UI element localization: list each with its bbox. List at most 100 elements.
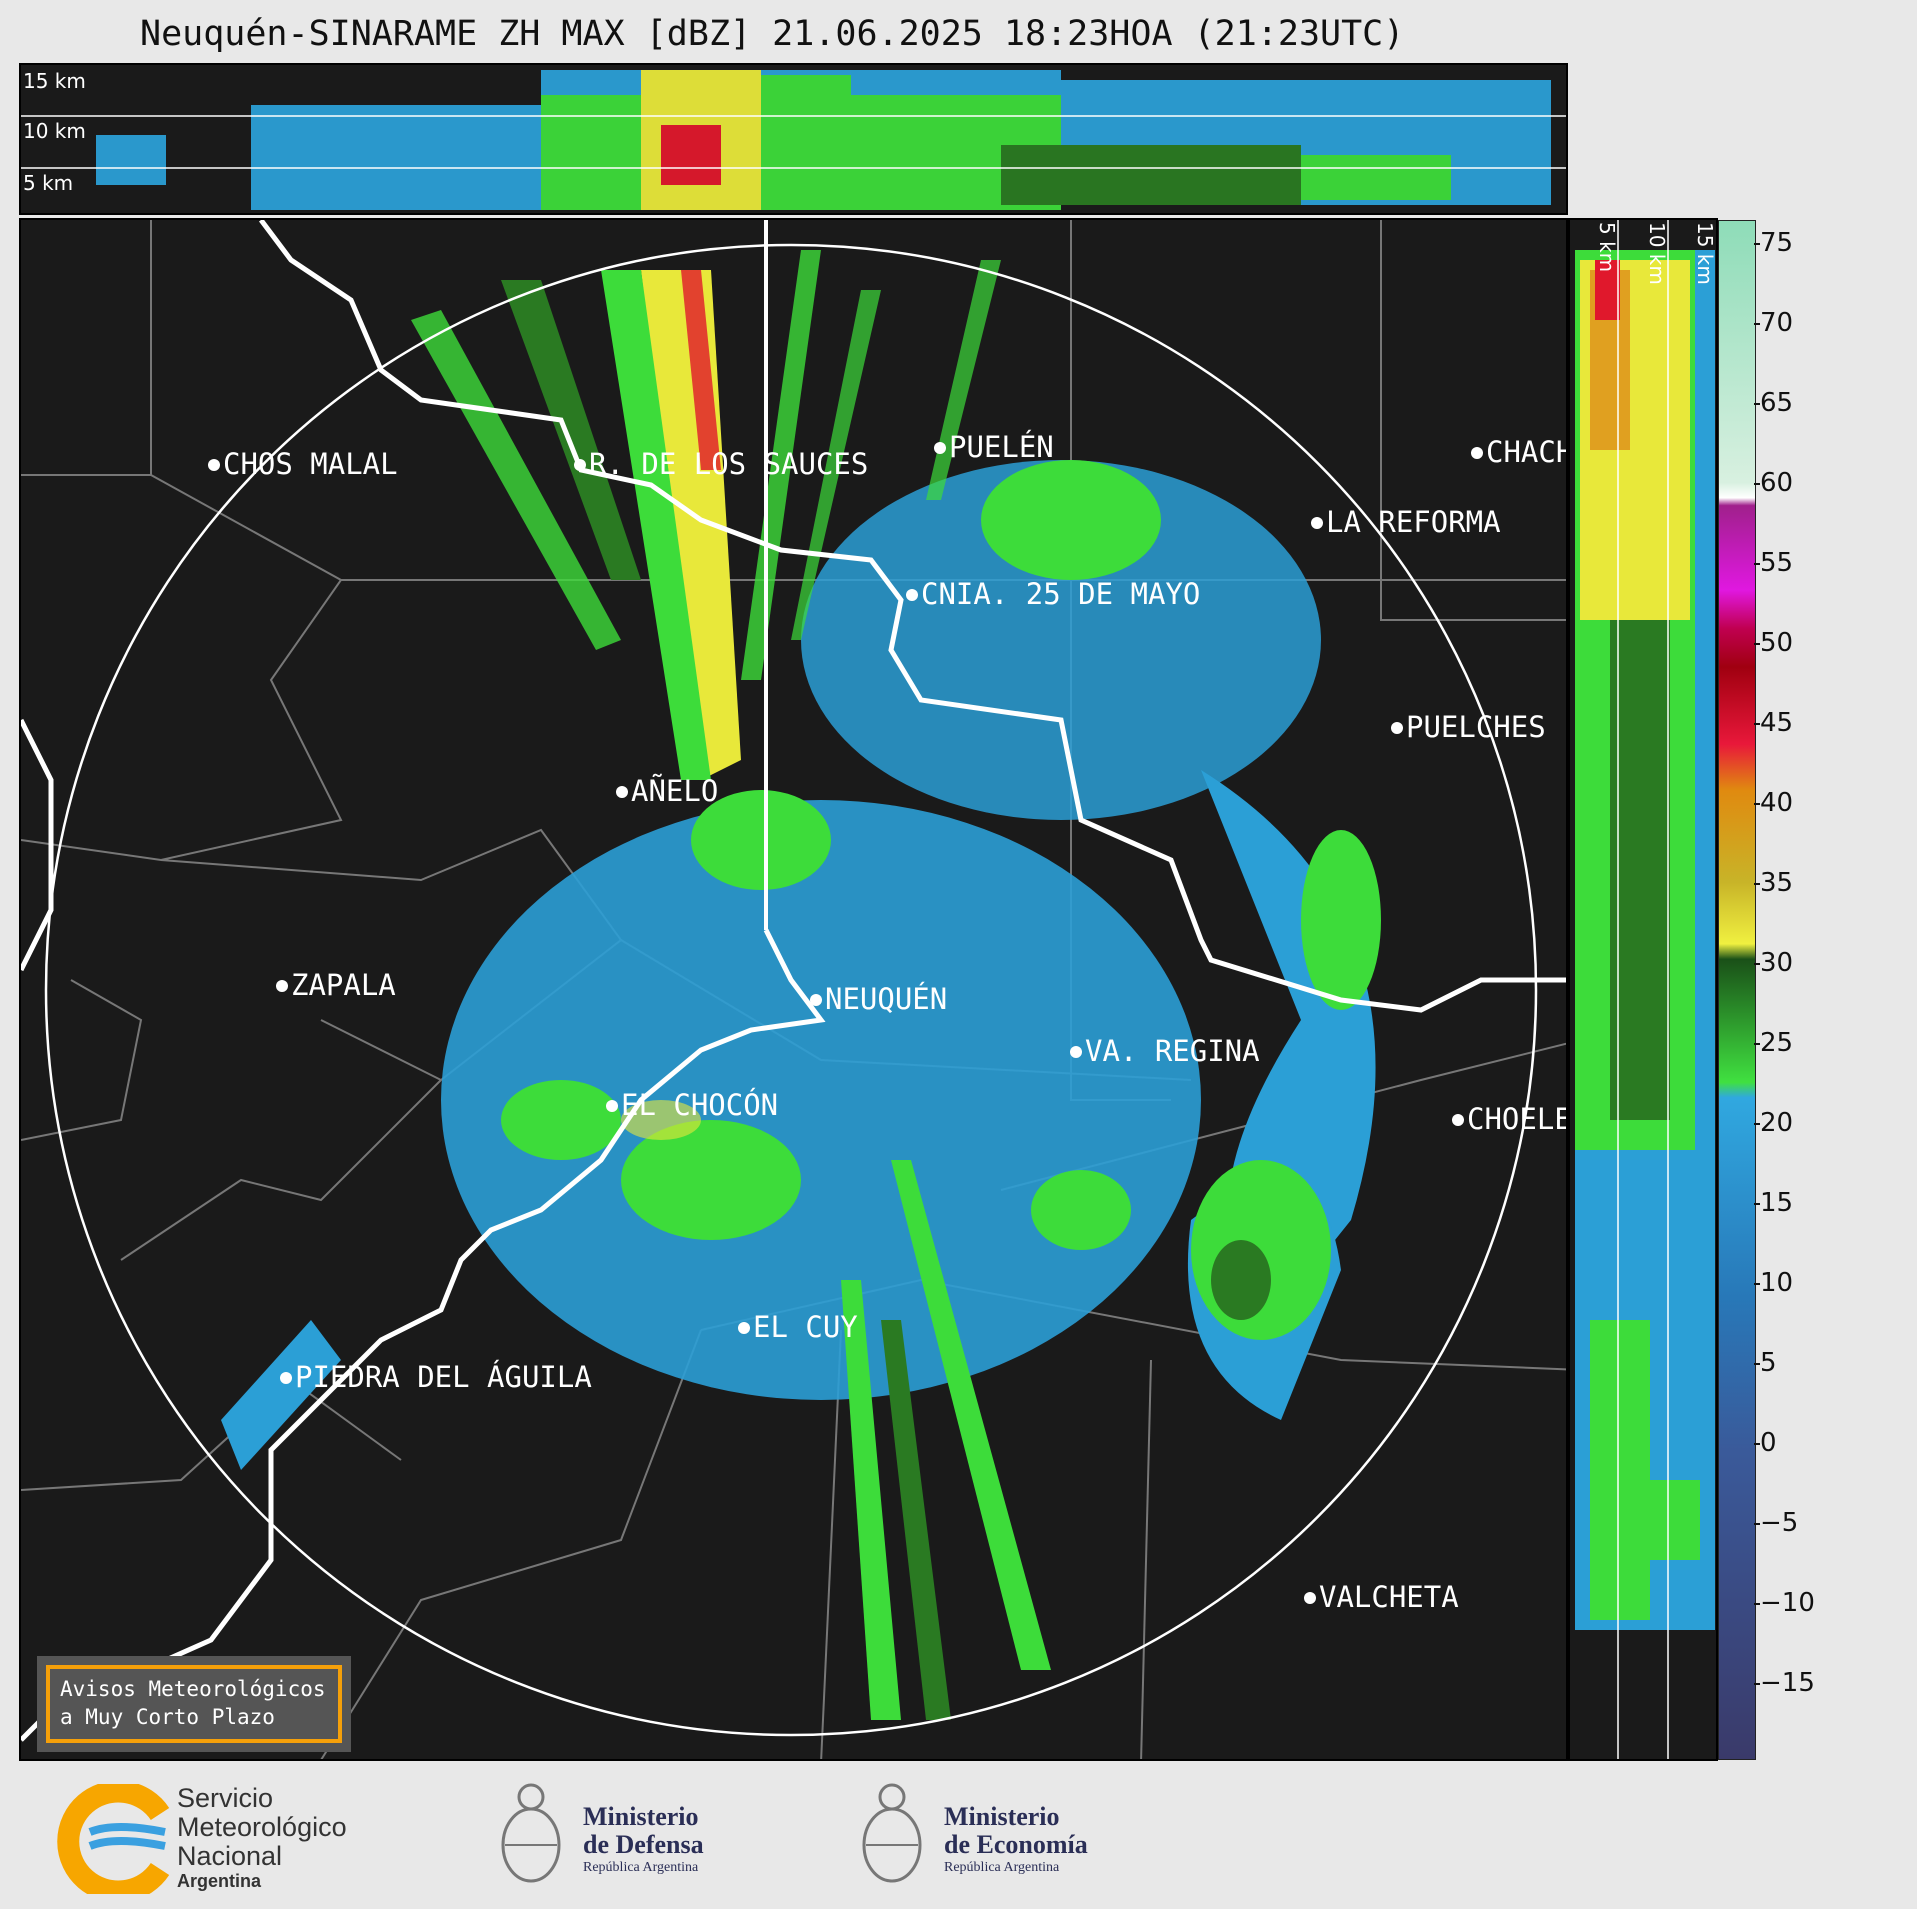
city-dot [1311, 517, 1323, 529]
city-label: PIEDRA DEL ÁGUILA [295, 1360, 592, 1394]
city-el-chocon: EL CHOCÓN [606, 1088, 779, 1122]
provincial-border-south [21, 928, 826, 1742]
notice-box: Avisos Meteorológicos a Muy Corto Plazo [37, 1656, 351, 1752]
colorbar-tick: 35 [1753, 868, 1794, 898]
smn-name-line4: Argentina [177, 1871, 262, 1891]
city-dot [276, 980, 288, 992]
height-label-15km-side: 15 km [1693, 222, 1717, 285]
side-cross-section-image [1575, 220, 1715, 1759]
city-label: LA REFORMA [1326, 505, 1501, 539]
smn-name-line1: Servicio [177, 1783, 274, 1813]
colorbar-tick: 20 [1753, 1108, 1794, 1138]
notice-frame: Avisos Meteorológicos a Muy Corto Plazo [46, 1665, 342, 1743]
colorbar-tick: 15 [1753, 1188, 1794, 1218]
city-puelches: PUELCHES [1391, 710, 1546, 744]
radar-map: CHOS MALAL R. DE LOS SAUCES PUELÉN CHACH… [19, 218, 1568, 1761]
city-rincon-de-los-sauces: R. DE LOS SAUCES [574, 447, 869, 481]
department-boundaries [21, 220, 1566, 1759]
city-neuquen: NEUQUÉN [810, 982, 948, 1016]
city-label: PUELCHES [1406, 710, 1546, 744]
notice-line1: Avisos Meteorológicos [60, 1677, 326, 1701]
colorbar-tick: −10 [1754, 1588, 1815, 1618]
radar-echoes [221, 250, 1381, 1720]
city-dot [606, 1100, 618, 1112]
notice-line2: a Muy Corto Plazo [60, 1705, 275, 1729]
chart-title: Neuquén-SINARAME ZH MAX [dBZ] 21.06.2025… [140, 14, 1405, 54]
colorbar-tick: 65 [1753, 388, 1794, 418]
city-piedra-del-aguila: PIEDRA DEL ÁGUILA [280, 1360, 592, 1394]
city-label: EL CHOCÓN [621, 1088, 779, 1122]
top-cross-section-image [21, 70, 1566, 210]
colorbar-tick: 0 [1754, 1428, 1777, 1458]
economia-line2: de Economía [944, 1830, 1088, 1859]
provincial-border-north [259, 220, 1566, 1013]
side-cross-section-panel: 5 km 10 km 15 km [1568, 218, 1718, 1761]
ministerio-defensa-logo: Ministerio de Defensa República Argentin… [495, 1775, 755, 1900]
economia-line3: República Argentina [944, 1860, 1060, 1875]
city-choele-choel: CHOELE [1452, 1102, 1568, 1136]
defensa-line2: de Defensa [583, 1830, 704, 1859]
city-la-reforma: LA REFORMA [1311, 505, 1501, 539]
city-puelen: PUELÉN [934, 430, 1054, 464]
colorbar-tick: −5 [1753, 1508, 1799, 1538]
city-el-cuy: EL CUY [738, 1310, 858, 1344]
colorbar-tick: −15 [1754, 1668, 1815, 1698]
city-label: EL CUY [753, 1310, 858, 1344]
city-dot [208, 459, 220, 471]
top-cross-section-panel: 15 km 10 km 5 km [19, 63, 1568, 215]
colorbar-tick: 30 [1753, 948, 1794, 978]
city-dot [1452, 1114, 1464, 1126]
height-label-10km: 10 km [23, 119, 86, 143]
colorbar-tick: 55 [1753, 548, 1794, 578]
colorbar-tick: 45 [1753, 708, 1794, 738]
city-dot [1471, 447, 1483, 459]
city-label: VALCHETA [1319, 1580, 1459, 1614]
city-zapala: ZAPALA [276, 968, 396, 1002]
city-colonia-25-de-mayo: CNIA. 25 DE MAYO [906, 577, 1201, 611]
smn-name-line3: Nacional [177, 1841, 283, 1871]
city-label: R. DE LOS SAUCES [589, 447, 869, 481]
colorbar-tick: 70 [1753, 308, 1794, 338]
defensa-line1: Ministerio [583, 1802, 699, 1831]
city-dot [738, 1322, 750, 1334]
colorbar-tick: 25 [1753, 1028, 1794, 1058]
colorbar-tick: 60 [1753, 468, 1794, 498]
height-label-15km: 15 km [23, 69, 86, 93]
city-villa-regina: VA. REGINA [1070, 1034, 1260, 1068]
city-chacharramendi: CHACH [1471, 435, 1568, 469]
defensa-line3: República Argentina [583, 1860, 699, 1875]
city-dot [1070, 1046, 1082, 1058]
city-valcheta: VALCHETA [1304, 1580, 1459, 1614]
city-label: CNIA. 25 DE MAYO [921, 577, 1201, 611]
colorbar-tick: 50 [1753, 628, 1794, 658]
city-label: CHOELE [1467, 1102, 1568, 1136]
city-dot [616, 786, 628, 798]
city-dot [1391, 722, 1403, 734]
height-label-10km-side: 10 km [1645, 222, 1669, 285]
city-label: NEUQUÉN [825, 982, 948, 1016]
radar-map-image [21, 220, 1566, 1759]
city-dot [574, 459, 586, 471]
colorbar-tick: 5 [1754, 1348, 1777, 1378]
city-label: CHACH [1486, 435, 1568, 469]
city-label: AÑELO [631, 774, 719, 808]
colorbar-tick: 40 [1753, 788, 1794, 818]
smn-name-line2: Meteorológico [177, 1812, 347, 1842]
city-label: VA. REGINA [1085, 1034, 1260, 1068]
city-label: PUELÉN [949, 430, 1054, 464]
city-dot [280, 1372, 292, 1384]
city-dot [810, 994, 822, 1006]
ministerio-economia-logo: Ministerio de Economía República Argenti… [856, 1775, 1136, 1900]
city-chos-malal: CHOS MALAL [208, 447, 398, 481]
city-dot [934, 442, 946, 454]
city-dot [906, 589, 918, 601]
city-dot [1304, 1592, 1316, 1604]
smn-emblem-icon [57, 1780, 170, 1903]
range-ring [44, 243, 1538, 1737]
economia-line1: Ministerio [944, 1802, 1060, 1831]
smn-logo: Servicio Meteorológico Nacional Argentin… [55, 1780, 395, 1903]
national-coat-of-arms-icon [862, 1783, 922, 1883]
international-border [21, 718, 54, 972]
height-label-5km-side: 5 km [1595, 222, 1619, 273]
city-label: CHOS MALAL [223, 447, 398, 481]
